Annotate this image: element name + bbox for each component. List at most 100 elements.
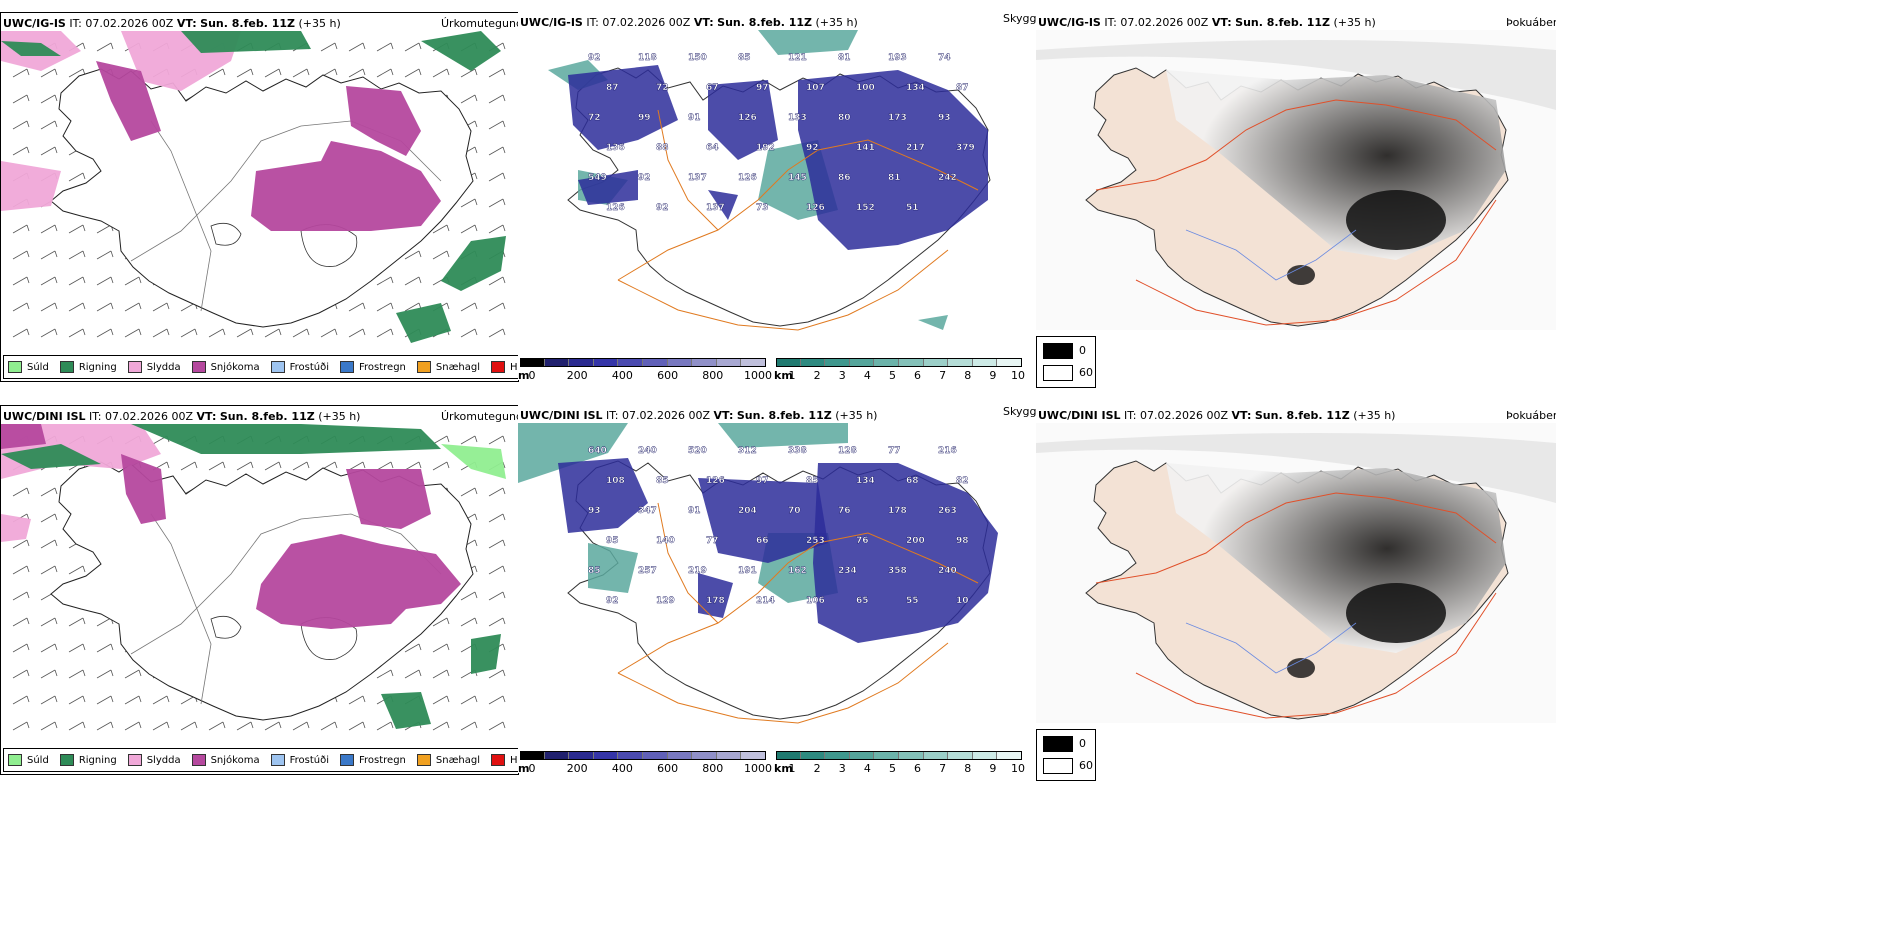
ceiling-value-label: 85 [588,566,601,576]
precip-area [256,534,461,629]
ceiling-value-label: 126 [738,113,757,123]
legend-label: Snjókoma [210,361,260,373]
road-network [617,532,979,674]
wind-barb [12,328,30,338]
visibility-variable-label: Skyggni [1003,12,1047,25]
wind-barb [68,721,86,731]
ceiling-value-label: 134 [906,83,925,93]
ceiling-value-label: 240 [638,446,657,456]
colorbar-segment [569,358,594,367]
wind-barb [404,250,422,260]
fog-legend-label-60: 60 [1079,366,1093,379]
wind-barb [40,695,58,705]
legend-swatch [416,754,431,766]
colorbar-segment [849,751,875,760]
ceiling-value-label: 72 [588,113,601,123]
wind-barb [376,302,394,312]
colorbar-segment [692,751,717,760]
wind-barb [12,669,30,679]
ceiling-visibility-map[interactable]: 92 118 150 85 121 81 193 74 87 72 67 97 107 100 134 87 7… [518,30,1035,350]
fog-legend: 0 60 [1036,729,1096,781]
ceiling-value-label: 87 [956,83,969,93]
precip-area [96,61,161,141]
colorbar-segment [520,751,545,760]
legend-label: Frostúði [289,754,329,766]
ceiling-visibility-map[interactable]: 640 240 520 312 338 128 77 216 108 85 126 97 85 134 68… [518,423,1035,743]
wind-barb [96,302,114,312]
wind-barb [460,302,478,312]
wind-barb [292,68,310,78]
wind-barb [348,721,366,731]
fog-legend-label-60: 60 [1079,759,1093,772]
precip-area [1,514,31,542]
panel-title: UWC/IG-IS IT: 07.02.2026 00Z VT: Sun. 8.… [520,16,858,29]
colorbar-tick-label: 600 [657,762,679,773]
fog-index-map[interactable] [1036,423,1556,723]
colorbar-tick-label: 200 [566,762,588,773]
ceiling-value-label: 73 [756,203,769,213]
panel-title: UWC/DINI ISL IT: 07.02.2026 00Z VT: Sun.… [520,409,878,422]
colorbar-tick-label: 4 [863,369,871,380]
colorbar-frame [776,751,1022,760]
glacier-outline [210,222,242,246]
fog-index-core [1287,265,1315,285]
ceiling-value-label: 108 [606,476,625,486]
wind-barb [264,721,282,731]
wind-barb [432,669,450,679]
wind-barb [68,302,86,312]
ceiling-value-label: 99 [638,113,651,123]
ceiling-value-label: 150 [688,53,707,63]
colorbar-tick-label: 0 [528,369,536,380]
fog-index-map[interactable] [1036,30,1556,330]
precip-legend: Súld Rigning Slydda Snjókoma Frostúði Frostre… [3,355,518,379]
ceiling-value-label: 81 [888,173,901,183]
precip-type-panel-top: UWC/IG-IS IT: 07.02.2026 00Z VT: Sun. 8.… [0,12,519,382]
ceiling-value-label: 92 [656,203,669,213]
wind-barb [68,669,86,679]
precip-area [346,469,431,529]
colorbar-unit: m [518,369,530,380]
legend-label: Haglél [510,361,518,373]
wind-barb [96,695,114,705]
colorbar-segment [716,751,742,760]
wind-barb [488,328,506,338]
colorbar-segment [618,751,643,760]
legend-item: Súld [8,361,49,373]
ceiling-value-label: 133 [788,113,807,123]
panel-variable-label: Þokuábendi [1506,16,1556,29]
wind-barb [12,94,30,104]
fog-sea-area [1036,40,1556,110]
wind-barb [96,42,114,52]
legend-item: Snjókoma [191,754,260,766]
ceiling-value-label: 107 [806,83,825,93]
ceiling-value-label: 191 [738,566,757,576]
ceiling-value-label: 141 [856,143,875,153]
ceiling-value-label: 93 [938,113,951,123]
precip-map[interactable] [1,31,516,351]
ceiling-value-label: 64 [706,143,719,153]
precip-area [1,444,101,469]
wind-barb [320,42,338,52]
road-network [1095,492,1497,584]
wind-barb [488,487,506,497]
wind-barb [124,695,142,705]
colorbar-tick-label: 9 [989,369,997,380]
precip-area [1,424,46,449]
legend-item: Snæhagl [416,361,480,373]
panel-title: UWC/IG-IS IT: 07.02.2026 00Z VT: Sun. 8.… [3,17,341,30]
precip-map[interactable] [1,424,516,744]
legend-label: Haglél [510,754,518,766]
panel-variable-label: Þokuábendi [1506,409,1556,422]
visibility-variable-label: Skyggni [1003,405,1047,418]
road-network [1135,199,1497,326]
wind-barb [348,302,366,312]
wind-barb [12,565,30,575]
wind-barb [432,695,450,705]
wind-barb [12,120,30,130]
ceiling-value-label: 214 [756,596,775,606]
wind-barb [12,487,30,497]
wind-barb [376,68,394,78]
wind-barb [208,721,226,731]
colorbar-frame [776,358,1022,367]
ceiling-value-label: 121 [788,53,807,63]
